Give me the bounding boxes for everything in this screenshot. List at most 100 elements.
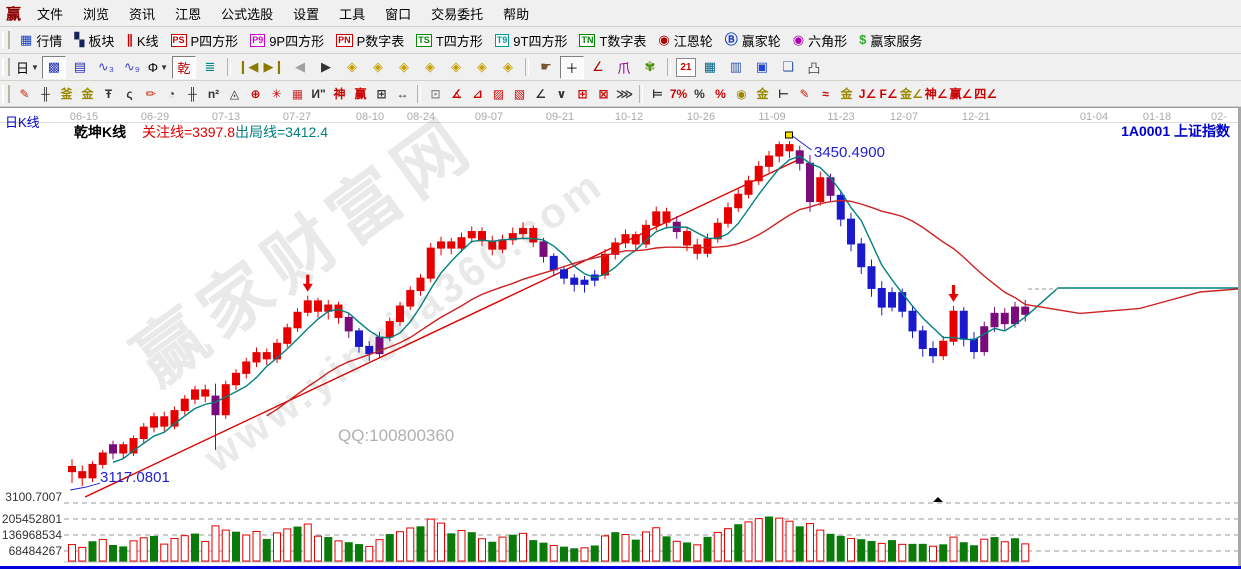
- gold-tool[interactable]: 金: [81, 87, 94, 101]
- red-pen-tool[interactable]: ✎: [19, 86, 30, 101]
- menu-news[interactable]: 资讯: [129, 6, 156, 22]
- ruler-123-tool[interactable]: ⊞: [376, 86, 387, 101]
- n-marks-tool[interactable]: И": [311, 86, 326, 101]
- wave-9-button[interactable]: ∿₉: [123, 59, 140, 74]
- red-grid-tool[interactable]: ▦: [291, 86, 304, 101]
- gann-shape-button[interactable]: 爪: [617, 60, 631, 76]
- ying-tool[interactable]: 赢: [354, 87, 367, 101]
- mirror-angle-tool[interactable]: ◬: [229, 86, 240, 101]
- candle-type-dropdown[interactable]: Φ ▼: [147, 59, 169, 75]
- module-p-square[interactable]: PS P四方形: [165, 30, 245, 51]
- period-label[interactable]: 日K线: [5, 115, 40, 130]
- chart-area[interactable]: 赢家财富网 www.yingjia360.com 06-15 06-29 07-13…: [0, 107, 1241, 569]
- spiral-tool[interactable]: ς: [126, 86, 133, 101]
- gann-fan-tool[interactable]: ∡: [451, 86, 462, 101]
- shen-tool[interactable]: 神: [333, 87, 346, 101]
- calendar-button[interactable]: 21: [675, 57, 696, 77]
- grid-lines-tool[interactable]: ╫: [41, 86, 50, 101]
- j-angle-tool[interactable]: J∠: [858, 86, 877, 101]
- red-grid3-tool[interactable]: ⊠: [598, 86, 609, 101]
- expand-button[interactable]: ◈: [398, 59, 409, 74]
- menu-window[interactable]: 窗口: [385, 6, 412, 22]
- menu-trade-order[interactable]: 交易委托: [431, 6, 484, 22]
- calculator-button[interactable]: ▦: [703, 59, 717, 74]
- width-measure-tool[interactable]: ↔: [396, 86, 409, 101]
- module-winner-wheel[interactable]: Ⓑ 赢家轮: [719, 30, 787, 51]
- module-gann-wheel[interactable]: ◉ 江恩轮: [652, 30, 718, 51]
- angle-measure-button[interactable]: ∠: [592, 59, 604, 74]
- gold-under-tool[interactable]: 金: [840, 87, 853, 101]
- pen-chart-tool[interactable]: ✏: [145, 86, 156, 101]
- gold-kettle-tool[interactable]: 釜: [60, 87, 73, 101]
- red-grid2-tool[interactable]: ⊞: [577, 86, 588, 101]
- volume-profile-button[interactable]: ≣: [204, 59, 216, 74]
- menu-browse[interactable]: 浏览: [83, 6, 110, 22]
- percent-tool[interactable]: %: [694, 86, 705, 101]
- module-9p-square[interactable]: P9 9P四方形: [244, 30, 330, 51]
- module-hexagon[interactable]: ◉ 六角形: [787, 30, 853, 51]
- kline-period-dropdown[interactable]: 日 ▼: [16, 60, 39, 76]
- compress-button[interactable]: ◈: [476, 59, 487, 74]
- crosshair-tool-button[interactable]: ＋: [559, 55, 584, 79]
- print-button[interactable]: 凸: [807, 60, 821, 76]
- menu-file[interactable]: 文件: [37, 6, 64, 22]
- fan-box2-tool[interactable]: ▧: [513, 86, 526, 101]
- module-p-table[interactable]: PN P数字表: [330, 30, 410, 51]
- info-panel-button[interactable]: ▤: [73, 59, 87, 74]
- grid-lines2-tool[interactable]: ╫: [188, 86, 197, 101]
- pattern-window-button[interactable]: ▩: [41, 55, 66, 79]
- menu-gann[interactable]: 江恩: [175, 6, 202, 22]
- first-page-button[interactable]: ❙◀: [237, 59, 259, 74]
- module-sectors[interactable]: ▚ 板块: [68, 30, 120, 51]
- fan-triangle-tool[interactable]: ⊿: [472, 86, 483, 101]
- save-button[interactable]: ▣: [755, 59, 769, 74]
- small-pen-tool[interactable]: ✎: [799, 86, 810, 101]
- pencil-angle-tool[interactable]: ∠: [535, 86, 546, 101]
- restore-button[interactable]: ◈: [502, 59, 513, 74]
- hand-tool-button[interactable]: ☛: [540, 59, 552, 74]
- menu-tools[interactable]: 工具: [339, 6, 366, 22]
- menu-formula-picker[interactable]: 公式选股: [221, 6, 274, 22]
- prev-button[interactable]: ◀: [294, 59, 305, 74]
- module-9t-square[interactable]: T9 9T四方形: [489, 30, 574, 51]
- menu-help[interactable]: 帮助: [503, 6, 530, 22]
- module-t-square[interactable]: TS T四方形: [410, 30, 488, 51]
- n-square-tool[interactable]: n²: [207, 86, 220, 101]
- right-ruler-tool[interactable]: ⊢: [778, 86, 789, 101]
- module-winner-service[interactable]: $ 赢家服务: [853, 30, 928, 51]
- notes-button[interactable]: ▥: [729, 59, 743, 74]
- target-circle-tool[interactable]: ⊕: [250, 86, 261, 101]
- module-kline[interactable]: ∥ K线: [120, 30, 164, 51]
- shift-left-button[interactable]: ◈: [346, 59, 357, 74]
- f-angle-tool[interactable]: F∠: [879, 86, 898, 101]
- smart-analysis-button[interactable]: ✾: [644, 59, 656, 74]
- last-page-button[interactable]: ▶❙: [263, 59, 285, 74]
- symbol-label[interactable]: 1A0001 上证指数: [1121, 121, 1230, 141]
- shen-angle-tool[interactable]: 神∠: [924, 87, 948, 101]
- gold-angle-tool[interactable]: 金∠: [900, 87, 923, 101]
- fan-box-tool[interactable]: ▨: [492, 86, 505, 101]
- f-grid-tool[interactable]: Ŧ: [104, 86, 113, 101]
- kline-chart-canvas[interactable]: [0, 108, 1238, 569]
- wave-3-button[interactable]: ∿₃: [97, 59, 115, 74]
- ruler-percent-tool[interactable]: ⊨: [652, 86, 663, 101]
- ying-angle-tool[interactable]: 赢∠: [949, 87, 973, 101]
- module-quotes[interactable]: ▦ 行情: [14, 30, 68, 51]
- parallel-lines-tool[interactable]: ⋙: [615, 86, 634, 101]
- box-handles-tool[interactable]: ⊡: [430, 86, 441, 101]
- star-burst-tool[interactable]: ✳: [271, 86, 282, 101]
- percent-line-tool[interactable]: %: [715, 86, 726, 101]
- qiankun-kline-button[interactable]: 乾: [171, 55, 196, 79]
- menu-settings[interactable]: 设置: [293, 6, 320, 22]
- next-button[interactable]: ▶: [320, 59, 331, 74]
- zoom-in-button[interactable]: ◈: [424, 59, 435, 74]
- shift-right-button[interactable]: ◈: [372, 59, 383, 74]
- export-button[interactable]: ❏: [782, 59, 794, 74]
- zoom-out-button[interactable]: ◈: [450, 59, 461, 74]
- gold-line-tool[interactable]: 金: [756, 87, 769, 101]
- percent-7-tool[interactable]: 7%: [669, 86, 688, 101]
- si-angle-tool[interactable]: 四∠: [974, 87, 998, 101]
- v-lines-tool[interactable]: ∨: [556, 86, 567, 101]
- gold-circle-tool[interactable]: ◉: [736, 86, 747, 101]
- wave-overlay-tool[interactable]: ≈: [822, 86, 829, 101]
